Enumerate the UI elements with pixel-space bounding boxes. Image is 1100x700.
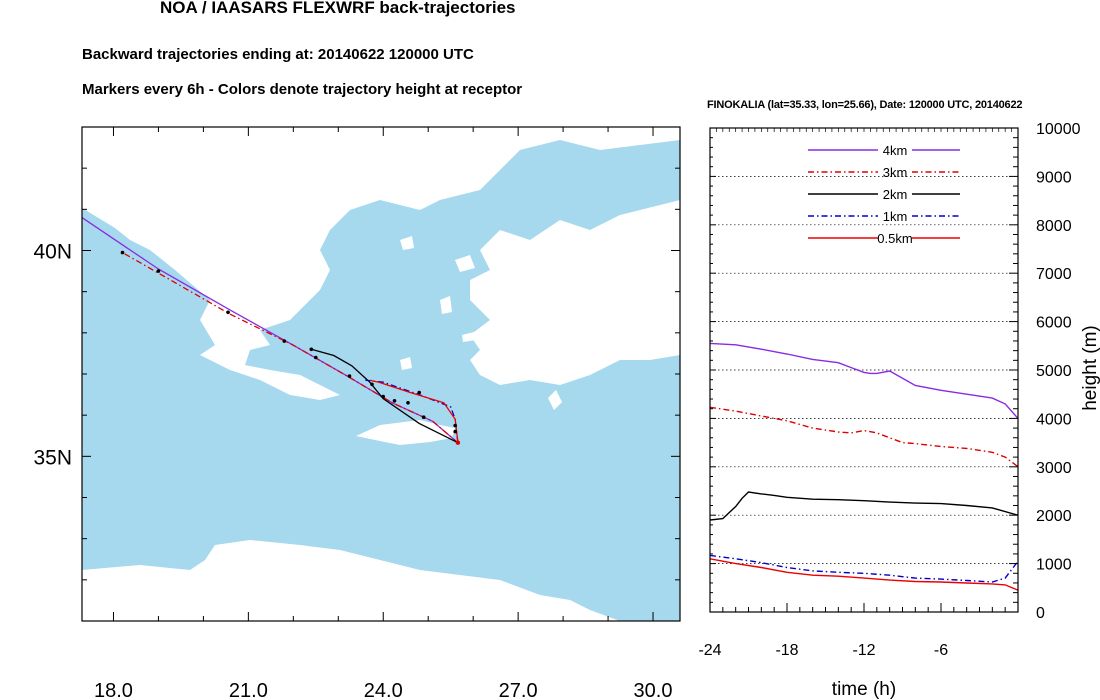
- receptor-marker: [455, 440, 461, 445]
- legend-label: 0.5km: [877, 231, 912, 246]
- subtitle-markers: Markers every 6h - Colors denote traject…: [82, 81, 523, 98]
- timeseries-y-tick-label: 5000: [1036, 363, 1072, 380]
- map-x-tick-label: 30.0: [634, 680, 673, 700]
- trajectory-marker: [120, 250, 125, 255]
- trajectory-marker: [406, 401, 410, 405]
- land-lesbos: [455, 255, 475, 272]
- land-naxos: [400, 357, 412, 370]
- trajectory-markers: [120, 250, 461, 445]
- trajectory-0p5km: [369, 379, 459, 443]
- timeseries-legend: 4km 3km 2km 1km 0.5km: [808, 143, 960, 246]
- height-series-4km: [710, 342, 1018, 419]
- timeseries-panel: -24 -18 -12 -6 0 1000 2000 3000 4000 5000 6000 7000…: [698, 121, 1100, 700]
- trajectory-marker: [417, 390, 422, 395]
- timeseries-x-tick-label: -6: [934, 642, 948, 659]
- trajectory-marker: [453, 429, 458, 434]
- timeseries-y-tick-label: 6000: [1036, 315, 1072, 332]
- trajectory-marker: [370, 382, 374, 387]
- timeseries-lines: [710, 342, 1018, 591]
- map-x-tick-label: 21.0: [229, 680, 268, 700]
- map-y-tick-label: 35N: [33, 446, 72, 469]
- land-samos: [462, 332, 476, 342]
- trajectory-2km: [311, 348, 459, 444]
- height-series-3km: [710, 406, 1018, 468]
- legend-label: 4km: [883, 143, 908, 158]
- trajectory-marker: [282, 339, 287, 343]
- timeseries-y-tick-label: 8000: [1036, 218, 1072, 235]
- land-lemnos: [400, 236, 414, 250]
- timeseries-gridlines: [710, 176, 1018, 564]
- timeseries-y-tick-label: 3000: [1036, 460, 1072, 477]
- trajectory-marker: [421, 415, 426, 420]
- timeseries-y-tick-label: 0: [1036, 605, 1045, 622]
- timeseries-axis-ticks: -24 -18 -12 -6 0 1000 2000 3000 4000 5000 6000 7000…: [698, 121, 1080, 659]
- timeseries-title: FINOKALIA (lat=35.33, lon=25.66), Date: …: [707, 99, 1023, 111]
- land-chios: [440, 296, 452, 314]
- trajectory-4km: [82, 217, 459, 444]
- height-series-2km: [710, 491, 1018, 521]
- map-axis-ticks: 18.0 21.0 24.0 27.0 30.0 35N 40N: [33, 126, 680, 700]
- land-anatolia: [470, 200, 680, 385]
- trajectory-marker: [309, 347, 314, 352]
- trajectory-lines: [82, 217, 459, 444]
- height-series-1km: [710, 554, 1018, 583]
- trajectory-marker: [226, 310, 230, 315]
- land-masses: [82, 127, 680, 621]
- trajectory-marker: [453, 423, 458, 428]
- land-north-africa: [82, 540, 620, 621]
- timeseries-x-tick-label: -18: [775, 642, 798, 659]
- timeseries-y-tick-label: 10000: [1036, 121, 1081, 138]
- legend-label: 1km: [883, 209, 908, 224]
- map-panel: [82, 127, 680, 621]
- trajectory-marker: [156, 269, 161, 273]
- timeseries-x-tick-label: -12: [852, 642, 875, 659]
- timeseries-y-tick-label: 2000: [1036, 508, 1072, 525]
- land-crete: [356, 420, 455, 445]
- timeseries-x-tick-label: -24: [698, 642, 721, 659]
- timeseries-ylabel: height (m): [1080, 325, 1100, 411]
- trajectory-marker: [392, 399, 397, 403]
- timeseries-xlabel: time (h): [832, 679, 896, 700]
- map-y-tick-label: 40N: [33, 241, 72, 264]
- map-x-tick-label: 18.0: [94, 680, 133, 700]
- land-rhodes: [548, 390, 562, 410]
- legend-label: 3km: [883, 165, 908, 180]
- map-x-tick-label: 24.0: [364, 680, 403, 700]
- map-x-tick-label: 27.0: [499, 680, 538, 700]
- trajectory-marker: [314, 355, 318, 360]
- timeseries-y-tick-label: 9000: [1036, 169, 1072, 186]
- trajectory-marker: [347, 374, 352, 378]
- timeseries-y-tick-label: 7000: [1036, 266, 1072, 283]
- land-greece-balkans: [82, 127, 680, 400]
- height-series-0p5km: [710, 558, 1018, 591]
- timeseries-y-tick-label: 1000: [1036, 557, 1072, 574]
- trajectory-marker: [381, 394, 386, 399]
- trajectory-1km: [365, 379, 459, 443]
- legend-label: 2km: [883, 187, 908, 202]
- subtitle-ending-time: Backward trajectories ending at: 2014062…: [82, 46, 474, 63]
- timeseries-y-tick-label: 4000: [1036, 411, 1072, 428]
- main-title: NOA / IAASARS FLEXWRF back-trajectories: [160, 0, 516, 17]
- timeseries-frame: [709, 127, 1019, 613]
